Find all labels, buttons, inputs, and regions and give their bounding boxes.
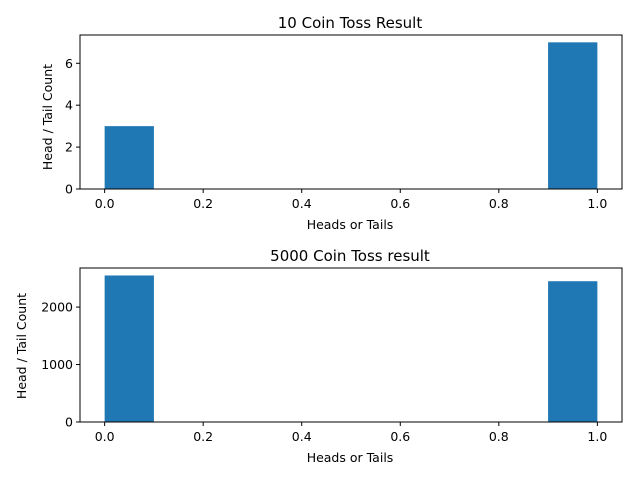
x-tick-label: 0.6 <box>390 196 410 211</box>
chart-title: 10 Coin Toss Result <box>278 14 423 32</box>
chart-top: 10 Coin Toss Result Heads or Tails Head … <box>40 14 623 232</box>
bars <box>104 275 598 422</box>
bar <box>104 126 154 189</box>
plot-frame <box>79 267 623 423</box>
bar <box>104 275 154 422</box>
x-tick-label: 0.8 <box>489 196 509 211</box>
y-ticks: 0 2 4 6 <box>65 56 80 197</box>
x-tick-label: 0.0 <box>95 429 115 444</box>
chart-title: 5000 Coin Toss result <box>270 247 430 265</box>
x-tick-label: 0.0 <box>95 196 115 211</box>
x-tick-label: 1.0 <box>587 196 607 211</box>
y-tick-label: 0 <box>65 182 73 197</box>
x-tick-label: 0.8 <box>489 429 509 444</box>
y-axis-label: Head / Tail Count <box>14 293 29 399</box>
plot-frame <box>79 34 623 190</box>
y-tick-label: 0 <box>65 415 73 430</box>
x-tick-label: 1.0 <box>587 429 607 444</box>
bars <box>104 42 598 190</box>
x-ticks: 0.0 0.2 0.4 0.6 0.8 1.0 <box>95 189 607 211</box>
y-tick-label: 1000 <box>41 357 73 372</box>
y-tick-label: 2000 <box>41 300 73 315</box>
y-tick-label: 4 <box>65 98 73 113</box>
y-tick-label: 2 <box>65 140 73 155</box>
x-axis-label: Heads or Tails <box>307 217 394 232</box>
y-ticks: 0 1000 2000 <box>41 300 80 430</box>
x-tick-label: 0.2 <box>193 429 213 444</box>
chart-bottom: 5000 Coin Toss result Heads or Tails Hea… <box>14 247 623 465</box>
x-tick-label: 0.4 <box>292 196 312 211</box>
x-axis-label: Heads or Tails <box>307 450 394 465</box>
x-ticks: 0.0 0.2 0.4 0.6 0.8 1.0 <box>95 422 607 444</box>
bar <box>548 42 598 190</box>
x-tick-label: 0.4 <box>292 429 312 444</box>
x-tick-label: 0.6 <box>390 429 410 444</box>
y-axis-label: Head / Tail Count <box>40 64 55 170</box>
bar <box>548 281 598 422</box>
x-tick-label: 0.2 <box>193 196 213 211</box>
y-tick-label: 6 <box>65 56 73 71</box>
